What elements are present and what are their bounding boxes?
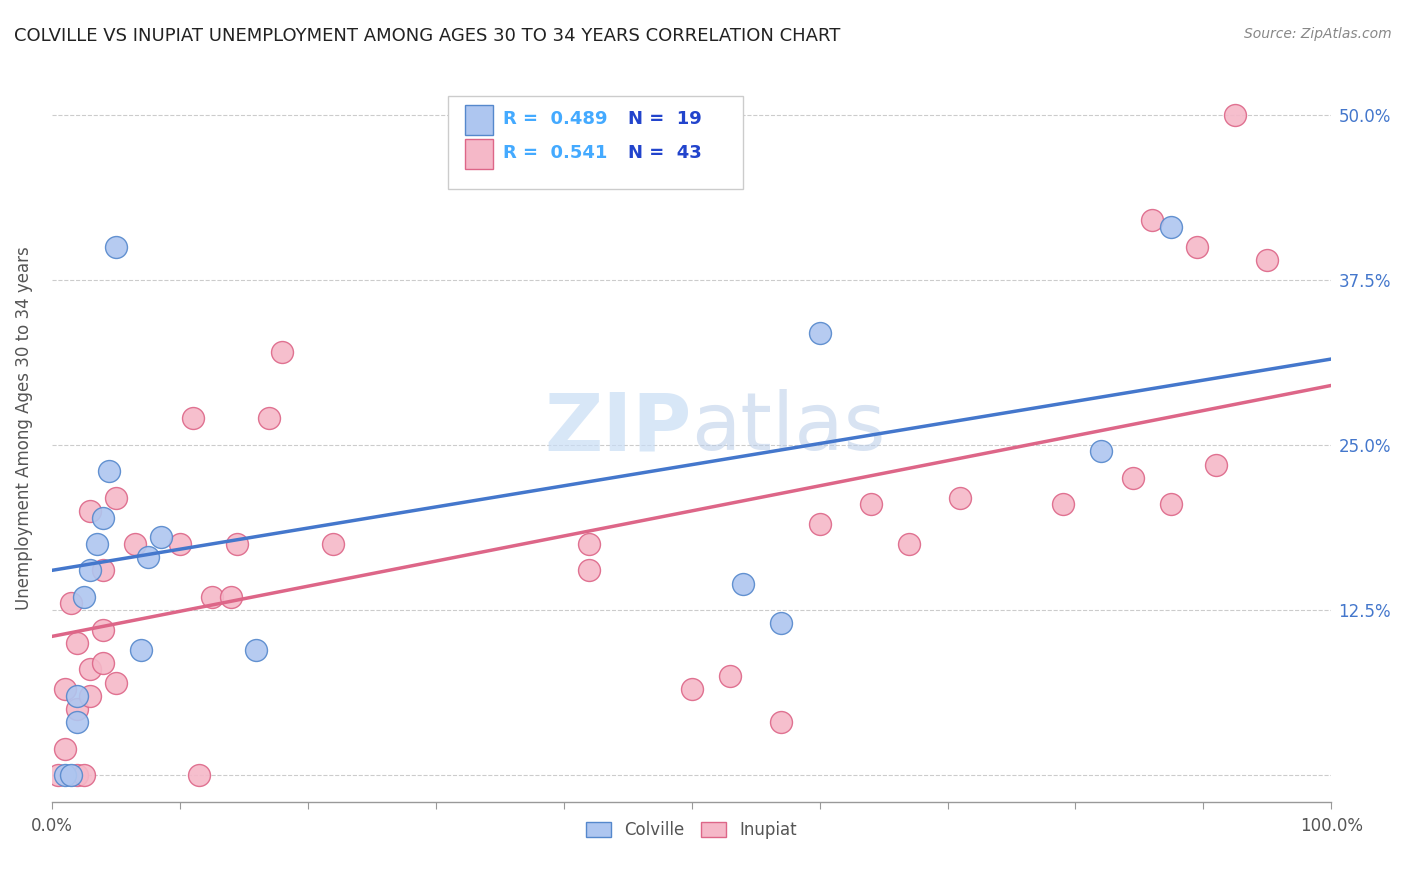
Point xyxy=(1122,471,1144,485)
Legend: Colville, Inupiat: Colville, Inupiat xyxy=(579,814,804,846)
Point xyxy=(149,530,172,544)
Point xyxy=(187,768,209,782)
Text: N =  43: N = 43 xyxy=(627,144,702,162)
Point xyxy=(718,669,741,683)
Point xyxy=(53,682,76,697)
Point xyxy=(770,715,793,730)
Point xyxy=(98,464,121,478)
Point xyxy=(245,642,267,657)
Point xyxy=(181,411,204,425)
Point xyxy=(271,345,294,359)
Point xyxy=(53,768,76,782)
Point xyxy=(73,768,96,782)
Point xyxy=(808,517,831,532)
Point xyxy=(578,563,600,577)
Point xyxy=(136,550,159,565)
Point xyxy=(104,675,127,690)
Point xyxy=(808,326,831,340)
Point xyxy=(46,768,69,782)
Text: atlas: atlas xyxy=(692,389,886,467)
Point xyxy=(898,537,921,551)
Point xyxy=(1052,497,1074,511)
FancyBboxPatch shape xyxy=(465,105,494,135)
Point xyxy=(104,240,127,254)
FancyBboxPatch shape xyxy=(465,139,494,169)
Point xyxy=(226,537,249,551)
Point xyxy=(66,689,89,703)
Text: R =  0.541: R = 0.541 xyxy=(503,144,607,162)
Point xyxy=(66,768,89,782)
Point xyxy=(59,768,82,782)
Point xyxy=(66,702,89,716)
Point xyxy=(1225,107,1247,121)
Text: ZIP: ZIP xyxy=(544,389,692,467)
Point xyxy=(124,537,146,551)
Point xyxy=(66,636,89,650)
Point xyxy=(86,537,108,551)
Point xyxy=(681,682,703,697)
Point xyxy=(201,590,224,604)
Point xyxy=(79,663,101,677)
Text: R =  0.489: R = 0.489 xyxy=(503,110,607,128)
Point xyxy=(770,616,793,631)
Point xyxy=(91,563,114,577)
FancyBboxPatch shape xyxy=(449,96,742,189)
Point xyxy=(731,576,754,591)
Point xyxy=(578,537,600,551)
Text: Source: ZipAtlas.com: Source: ZipAtlas.com xyxy=(1244,27,1392,41)
Point xyxy=(1185,240,1208,254)
Point xyxy=(1160,219,1182,234)
Point xyxy=(219,590,242,604)
Point xyxy=(322,537,344,551)
Point xyxy=(169,537,191,551)
Point xyxy=(59,596,82,610)
Point xyxy=(73,590,96,604)
Point xyxy=(949,491,972,505)
Point xyxy=(66,715,89,730)
Point xyxy=(79,689,101,703)
Point xyxy=(79,563,101,577)
Point xyxy=(79,504,101,518)
Point xyxy=(1256,252,1278,267)
Y-axis label: Unemployment Among Ages 30 to 34 years: Unemployment Among Ages 30 to 34 years xyxy=(15,246,32,610)
Point xyxy=(1142,213,1164,227)
Point xyxy=(91,510,114,524)
Point xyxy=(1160,497,1182,511)
Point xyxy=(104,491,127,505)
Point xyxy=(131,642,153,657)
Text: COLVILLE VS INUPIAT UNEMPLOYMENT AMONG AGES 30 TO 34 YEARS CORRELATION CHART: COLVILLE VS INUPIAT UNEMPLOYMENT AMONG A… xyxy=(14,27,841,45)
Point xyxy=(859,497,882,511)
Point xyxy=(259,411,281,425)
Point xyxy=(53,741,76,756)
Text: N =  19: N = 19 xyxy=(627,110,702,128)
Point xyxy=(91,656,114,670)
Point xyxy=(1090,444,1112,458)
Point xyxy=(1205,458,1227,472)
Point xyxy=(91,623,114,637)
